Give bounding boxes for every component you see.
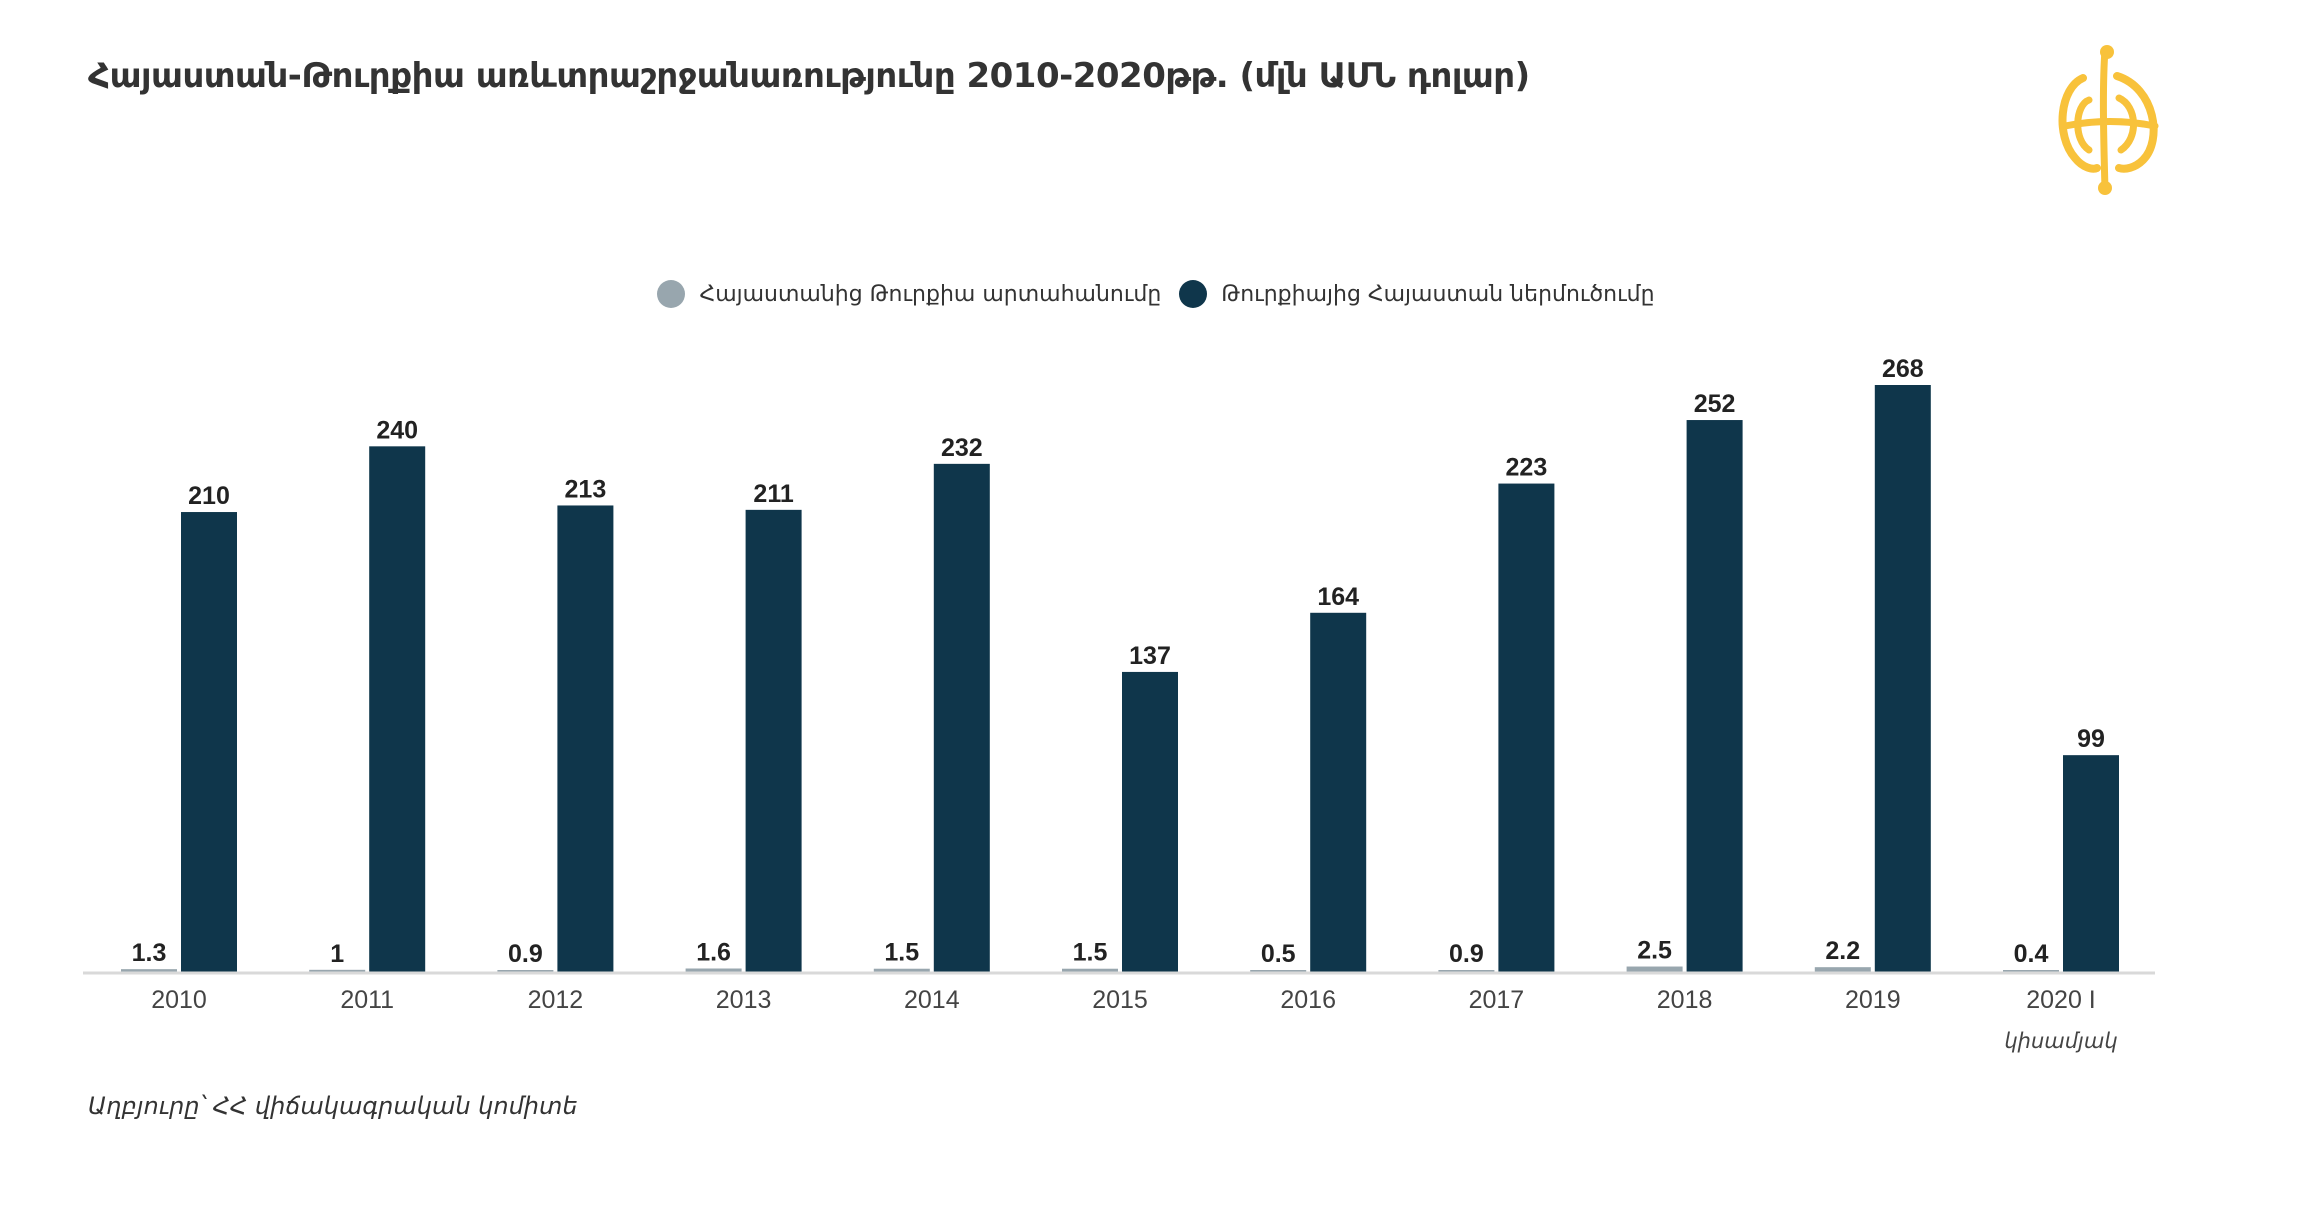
logo-icon	[2055, 40, 2165, 204]
bar-import	[933, 463, 990, 972]
bar-import	[557, 505, 614, 972]
bar-export	[309, 969, 366, 972]
data-label: 99	[2077, 725, 2105, 753]
legend-swatch-import	[1179, 280, 1208, 308]
data-label: 232	[941, 434, 983, 462]
data-label: 268	[1882, 355, 1924, 383]
bar-import	[1122, 671, 1178, 972]
bar-import	[1310, 612, 1367, 972]
data-label: 164	[1317, 583, 1359, 611]
source-note: Աղբյուրը՝ ՀՀ վիճակագրական կոմիտե	[88, 1092, 578, 1120]
data-label: 1.3	[132, 939, 167, 967]
legend-label-import: Թուրքիայից Հայաստան ներմուծումը	[1221, 281, 1655, 307]
data-label: 223	[1506, 454, 1548, 482]
data-label: 1.5	[884, 939, 919, 967]
x-tick-label: կիսամյակ	[2004, 1029, 2117, 1053]
x-tick-label: 2015	[1092, 986, 1148, 1014]
bar-import	[745, 509, 802, 972]
legend-item-import[interactable]: Թուրքիայից Հայաստան ներմուծումը	[1179, 280, 1655, 308]
x-tick-label: 2014	[904, 986, 960, 1014]
x-tick-label: 2020 I	[2026, 986, 2096, 1014]
x-tick-label: 2018	[1657, 986, 1713, 1014]
x-tick-label: 2017	[1469, 986, 1525, 1014]
data-label: 211	[753, 480, 793, 508]
bar-export	[2003, 970, 2059, 972]
bar-export	[873, 968, 930, 972]
data-label: 0.9	[508, 940, 543, 968]
chart-title: Հայաստան-Թուրքիա առևտրաշրջանառությունը 2…	[88, 56, 1530, 96]
data-label: 0.5	[1261, 940, 1296, 968]
data-label: 1	[330, 940, 344, 968]
legend-item-export[interactable]: Հայաստանից Թուրքիա արտահանումը	[657, 280, 1161, 308]
bar-import	[2063, 755, 2119, 972]
data-label: 2.5	[1637, 937, 1672, 965]
data-label: 1.6	[696, 938, 731, 966]
data-label: 0.4	[2014, 940, 2049, 968]
data-label: 210	[188, 482, 230, 510]
legend-swatch-export	[657, 280, 686, 308]
bar-export	[1062, 968, 1118, 972]
data-label: 137	[1129, 642, 1171, 670]
bar-export	[497, 970, 554, 972]
bar-import	[1498, 483, 1555, 972]
bar-export	[121, 969, 177, 972]
data-label: 0.9	[1449, 940, 1484, 968]
x-tick-label: 2012	[528, 986, 584, 1014]
data-label: 2.2	[1825, 937, 1860, 965]
x-tick-label: 2013	[716, 986, 772, 1014]
data-label: 252	[1694, 390, 1736, 418]
bar-import	[181, 512, 237, 972]
bar-import	[1686, 420, 1743, 972]
bar-export	[1814, 967, 1871, 972]
bar-export	[1250, 970, 1307, 972]
bar-export	[685, 968, 742, 972]
bar-export	[1626, 966, 1683, 972]
bar-import	[1874, 385, 1931, 972]
x-tick-label: 2019	[1845, 986, 1901, 1014]
data-label: 240	[376, 416, 418, 444]
legend-label-export: Հայաստանից Թուրքիա արտահանումը	[699, 281, 1162, 307]
data-label: 1.5	[1073, 939, 1108, 967]
bar-export	[1438, 970, 1495, 972]
bar-import	[369, 446, 426, 972]
chart-legend: Հայաստանից Թուրքիա արտահանումը Թուրքիայի…	[0, 280, 2312, 308]
x-tick-label: 2010	[151, 986, 207, 1014]
x-tick-label: 2016	[1280, 986, 1336, 1014]
data-label: 213	[565, 475, 607, 503]
x-tick-label: 2011	[340, 986, 394, 1014]
